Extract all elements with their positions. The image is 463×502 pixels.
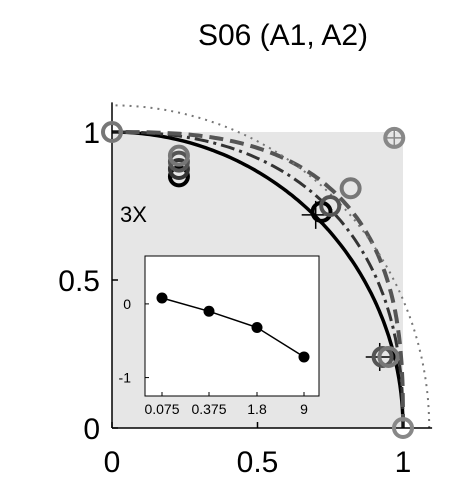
inset-line: [161, 297, 305, 358]
inset-ticks: [145, 303, 305, 396]
y-tick-label-0.5: 0.5: [58, 265, 100, 298]
y-tick-label-1: 1: [83, 117, 100, 150]
annotation-3x: 3X: [120, 202, 147, 227]
inset-x-tick-0.075: 0.075: [144, 401, 179, 417]
inset-points: [156, 292, 310, 363]
data-points: [101, 121, 414, 439]
inset-y-tick-0: 0: [123, 296, 131, 312]
data-point-13: [392, 417, 414, 439]
data-point-4: [167, 144, 190, 167]
data-point-0: [101, 121, 123, 143]
inset-point-0: [156, 292, 168, 304]
curve-dashed: [112, 130, 405, 428]
ticks: [111, 131, 404, 429]
data-point-9: [383, 126, 406, 149]
inset-x-tick-9: 9: [300, 401, 308, 417]
inset-point-2: [251, 321, 263, 333]
data-point-1: [167, 165, 190, 188]
inset-point-1: [203, 305, 215, 317]
data-point-7: [319, 195, 342, 217]
x-tick-label-0: 0: [104, 446, 121, 479]
y-tick-label-0: 0: [83, 413, 100, 446]
inset-frame: [144, 255, 320, 397]
chart-title: S06 (A1, A2): [198, 19, 368, 52]
inset-x-tick-1.8: 1.8: [247, 401, 267, 417]
data-point-8: [339, 177, 362, 200]
data-point-12: [377, 345, 400, 368]
inset-x-tick-0.375: 0.375: [191, 401, 226, 417]
x-tick-label-1: 1: [395, 446, 412, 479]
inset-plot: 0 -1 0.075 0.375 1.8 9: [119, 255, 320, 417]
x-tick-label-0.5: 0.5: [237, 446, 279, 479]
data-point-2: [167, 158, 190, 180]
curve-dash-dot: [112, 130, 405, 428]
inset-y-tick-minus-1: -1: [119, 370, 132, 386]
inset-point-3: [298, 351, 310, 363]
